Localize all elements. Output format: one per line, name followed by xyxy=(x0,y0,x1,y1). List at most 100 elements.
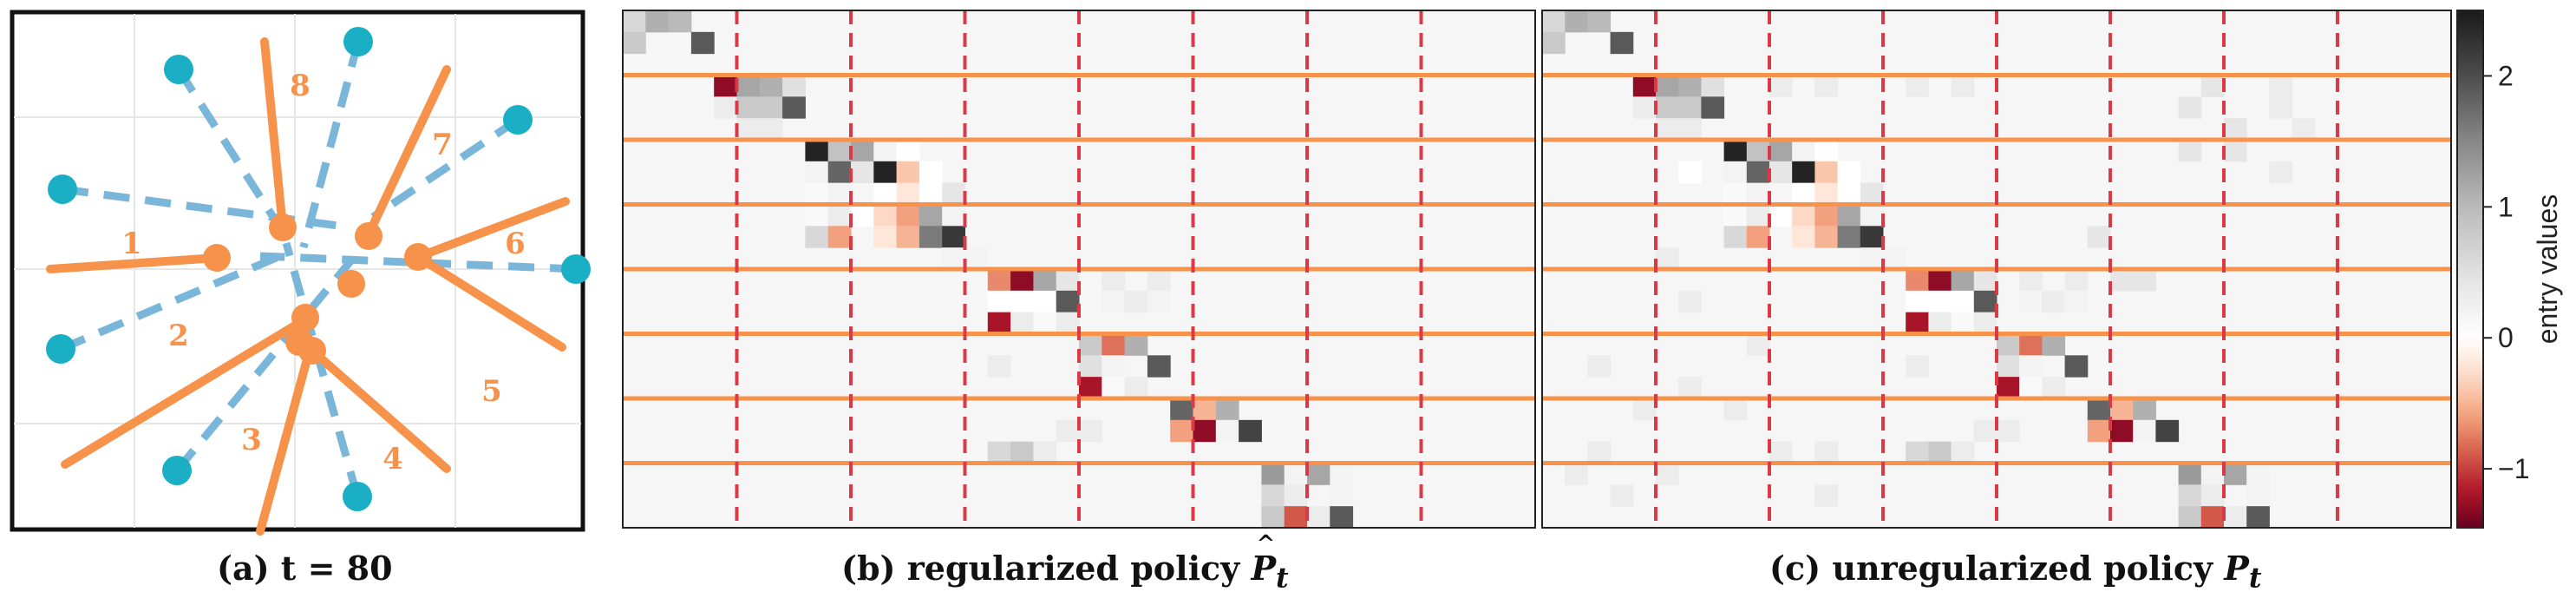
heatmap-cell xyxy=(1656,96,1679,119)
heatmap-cell xyxy=(1261,463,1285,485)
heatmap-cell xyxy=(805,161,829,184)
heatmap-cell xyxy=(1656,463,1679,485)
heatmap-cell xyxy=(1769,140,1793,162)
heatmap-cell xyxy=(1746,182,1770,205)
heatmap-cell xyxy=(1307,463,1330,485)
heatmap-cell xyxy=(805,140,829,162)
heatmap-cell xyxy=(623,31,646,55)
heatmap-cell xyxy=(827,226,852,248)
heatmap-cell xyxy=(1928,312,1952,334)
heatmap-cell xyxy=(896,204,920,227)
heatmap-cell xyxy=(1079,419,1102,443)
heatmap-cell xyxy=(2269,75,2293,97)
heatmap-cell xyxy=(759,118,783,141)
heatmap-cell xyxy=(2019,290,2043,313)
heatmap-cell xyxy=(1587,10,1612,33)
heatmap-cell xyxy=(873,161,898,184)
heatmap-cell xyxy=(1632,96,1657,119)
heatmap-cell xyxy=(1079,377,1102,399)
heatmap-cell xyxy=(1261,506,1285,529)
heatmap-cell xyxy=(851,204,874,227)
heatmap-cell xyxy=(714,96,737,119)
heatmap-cell xyxy=(1193,419,1217,443)
agent-label: 4 xyxy=(382,442,403,477)
target-marker xyxy=(343,27,373,56)
heatmap-cell xyxy=(1837,161,1861,184)
target-marker xyxy=(503,105,533,135)
heatmap-cell xyxy=(1632,75,1657,97)
heatmap-cell xyxy=(1792,182,1815,205)
heatmap-cell xyxy=(759,75,783,97)
heatmap-cell xyxy=(873,226,898,248)
heatmap-cell xyxy=(1565,10,1588,33)
caption-c: (c) unregularized policy Pt xyxy=(1769,549,2262,595)
heatmap-cell xyxy=(1010,269,1034,292)
heatmap-cell xyxy=(782,96,806,119)
heatmap-cell xyxy=(2292,118,2316,141)
heatmap-cell xyxy=(1215,419,1239,443)
heatmap-cell xyxy=(1079,355,1102,378)
heatmap-cell xyxy=(1860,182,1884,205)
heatmap-cell xyxy=(1792,161,1815,184)
heatmap-cell xyxy=(1973,312,1997,334)
agent-label: 2 xyxy=(168,319,189,353)
heatmap-cell xyxy=(1010,312,1034,334)
heatmap-cell xyxy=(827,140,852,162)
heatmap-cell xyxy=(1769,441,1793,464)
heatmap-cell xyxy=(1928,441,1952,464)
targets xyxy=(46,27,591,511)
colorbar-tick-label: −1 xyxy=(2498,453,2529,484)
heatmap-cell xyxy=(1951,290,1975,313)
agent-marker xyxy=(355,222,382,250)
caption-c-symbol: P xyxy=(2224,549,2249,588)
heatmap-cell xyxy=(2019,333,2043,356)
target-marker xyxy=(48,174,77,204)
heatmap-cell xyxy=(1701,75,1725,97)
heatmap-cell xyxy=(1860,204,1884,227)
heatmap-cell xyxy=(2019,355,2043,378)
heatmap-cell xyxy=(1814,161,1839,184)
heatmap-cell xyxy=(1951,269,1975,292)
agent-marker xyxy=(337,270,365,298)
heatmap-cell xyxy=(714,75,737,97)
heatmap-cell xyxy=(1079,333,1102,356)
colorbar-gradient xyxy=(2456,10,2484,529)
heatmap-cell xyxy=(1837,204,1861,227)
heatmap-cell xyxy=(1610,31,1634,55)
heatmap-cell xyxy=(623,10,646,33)
heatmap-cell xyxy=(1565,463,1588,485)
heatmap-cell xyxy=(1033,290,1057,313)
heatmap-cell xyxy=(873,204,898,227)
heatmap-cell xyxy=(805,204,829,227)
heatmap-cell xyxy=(1769,204,1793,227)
heatmap-cell xyxy=(1746,161,1770,184)
target-links xyxy=(59,40,577,498)
heatmap-cell xyxy=(805,182,829,205)
heatmap-cell xyxy=(1261,484,1285,507)
heatmap-cell xyxy=(2200,506,2225,529)
heatmap-cell xyxy=(919,161,943,184)
heatmap-cell xyxy=(987,290,1011,313)
colorbar-tick-label: 2 xyxy=(2498,60,2514,91)
heatmap-cell xyxy=(1330,463,1354,485)
heatmap-cell xyxy=(782,75,806,97)
heatmap-cell xyxy=(1147,355,1171,378)
heatmap-cell xyxy=(2200,463,2225,485)
heatmap-cell xyxy=(1769,161,1793,184)
heatmap-cell xyxy=(2133,398,2156,421)
heatmap-cell xyxy=(2042,290,2066,313)
heatmap-cell xyxy=(1860,247,1884,270)
heatmap-cell xyxy=(2178,484,2202,507)
heatmap-cell xyxy=(2110,419,2134,443)
heatmap-cell xyxy=(2110,269,2134,292)
heatmap-cell xyxy=(1678,118,1702,141)
heatmap-frame xyxy=(1541,10,2452,529)
target-marker xyxy=(46,334,75,364)
heatmap-cell xyxy=(873,182,898,205)
agent-marker xyxy=(269,214,297,241)
heatmap-cell xyxy=(896,161,920,184)
heatmap-cell xyxy=(1284,484,1308,507)
heatmap-cell xyxy=(1170,419,1193,443)
heatmap-cell xyxy=(1906,355,1929,378)
caption-b-text: (b) regularized policy xyxy=(841,549,1240,588)
